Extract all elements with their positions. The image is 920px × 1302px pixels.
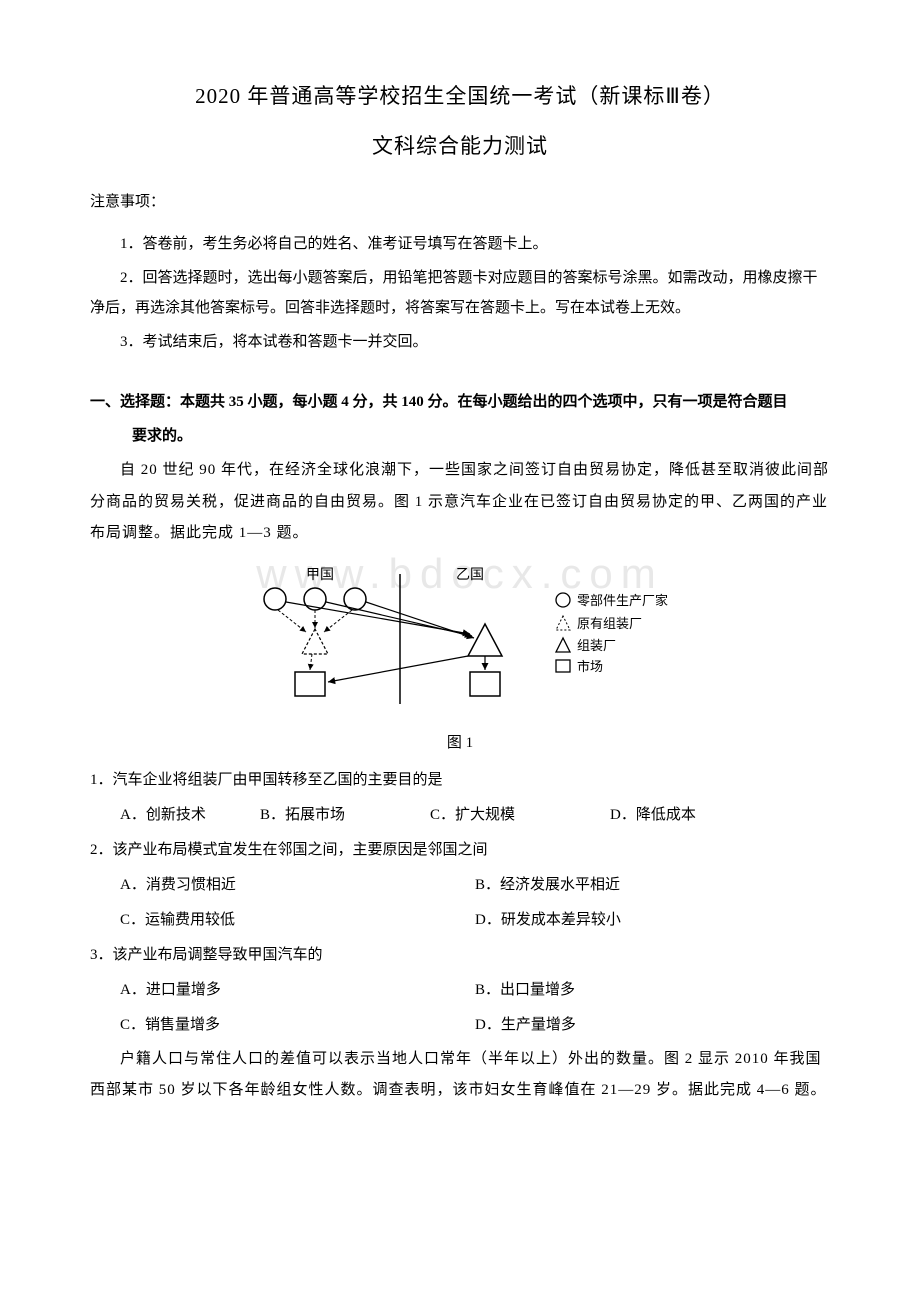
figure-1-svg: 甲国 乙国: [220, 564, 700, 714]
notice-item-3: 3．考试结束后，将本试卷和答题卡一并交回。: [90, 327, 830, 357]
figure-1: www.bdocx.com 甲国 乙国: [90, 564, 830, 719]
q1-stem: 1．汽车企业将组装厂由甲国转移至乙国的主要目的是: [90, 764, 830, 797]
q2-opt-a: A．消费习惯相近: [120, 869, 475, 902]
q1-options: A．创新技术 B．拓展市场 C．扩大规模 D．降低成本: [90, 799, 830, 832]
q1-opt-b: B．拓展市场: [260, 799, 430, 832]
q2-options-row1: A．消费习惯相近 B．经济发展水平相近: [90, 869, 830, 902]
q3-opt-c: C．销售量增多: [120, 1009, 475, 1042]
q2-opt-b: B．经济发展水平相近: [475, 869, 830, 902]
q1-opt-c: C．扩大规模: [430, 799, 610, 832]
legend-market: 市场: [577, 659, 603, 674]
title-main: 2020 年普通高等学校招生全国统一考试（新课标Ⅲ卷）: [90, 80, 830, 110]
q3-opt-d: D．生产量增多: [475, 1009, 830, 1042]
q3-opt-b: B．出口量增多: [475, 974, 830, 1007]
notice-item-2: 2．回答选择题时，选出每小题答案后，用铅笔把答题卡对应题目的答案标号涂黑。如需改…: [90, 263, 830, 323]
q3-stem: 3．该产业布局调整导致甲国汽车的: [90, 939, 830, 972]
title-sub: 文科综合能力测试: [90, 130, 830, 160]
q2-opt-d: D．研发成本差异较小: [475, 904, 830, 937]
legend-assembly: 组装厂: [577, 638, 616, 653]
figure-1-caption: 图 1: [90, 731, 830, 752]
legend-old-assembly: 原有组装厂: [577, 616, 642, 631]
q3-options-row1: A．进口量增多 B．出口量增多: [90, 974, 830, 1007]
section-heading-line2: 要求的。: [90, 421, 830, 451]
section-heading-line1: 一、选择题：本题共 35 小题，每小题 4 分，共 140 分。在每小题给出的四…: [90, 387, 830, 417]
q3-options-row2: C．销售量增多 D．生产量增多: [90, 1009, 830, 1042]
q3-opt-a: A．进口量增多: [120, 974, 475, 1007]
q2-options-row2: C．运输费用较低 D．研发成本差异较小: [90, 904, 830, 937]
q2-opt-c: C．运输费用较低: [120, 904, 475, 937]
notice-item-1: 1．答卷前，考生务必将自己的姓名、准考证号填写在答题卡上。: [90, 229, 830, 259]
passage-1: 自 20 世纪 90 年代，在经济全球化浪潮下，一些国家之间签订自由贸易协定，降…: [90, 455, 830, 550]
label-yi: 乙国: [456, 567, 484, 583]
q2-stem: 2．该产业布局模式宜发生在邻国之间，主要原因是邻国之间: [90, 834, 830, 867]
legend-parts: 零部件生产厂家: [577, 593, 668, 608]
passage-2: 户籍人口与常住人口的差值可以表示当地人口常年（半年以上）外出的数量。图 2 显示…: [90, 1044, 830, 1107]
q1-opt-d: D．降低成本: [610, 799, 696, 832]
q1-opt-a: A．创新技术: [120, 799, 260, 832]
notice-label: 注意事项：: [90, 190, 830, 211]
label-jia: 甲国: [306, 568, 334, 583]
